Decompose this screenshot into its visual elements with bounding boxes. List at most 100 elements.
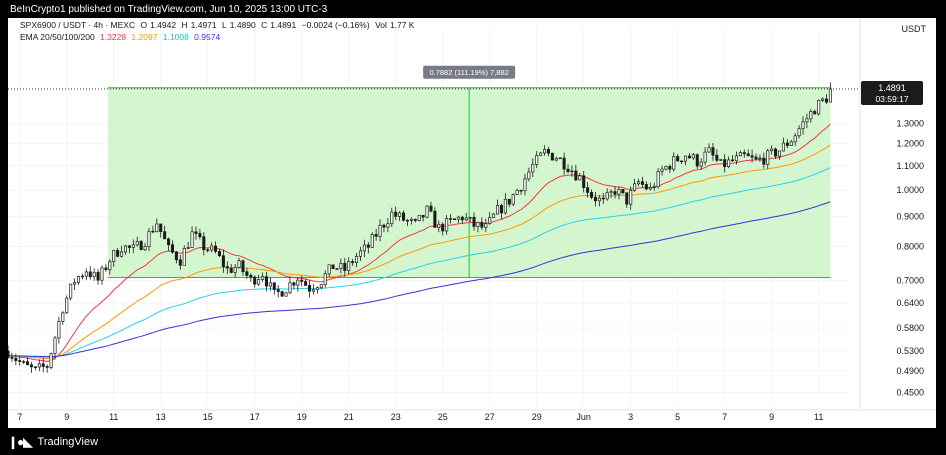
candle-up	[496, 205, 500, 215]
x-tick-label: 29	[532, 412, 542, 422]
x-tick-label: 9	[64, 412, 69, 422]
candle-up	[781, 142, 785, 152]
x-tick-label: Jun	[576, 412, 591, 422]
candle-up	[233, 267, 237, 273]
candle-down	[421, 214, 425, 218]
candle-down	[174, 251, 178, 261]
candle-down	[304, 281, 308, 286]
candle-down	[159, 223, 163, 232]
price-chart[interactable]: 1.3000 1.2000 1.1000 1.0000 0.9000 0.8000 0.70…	[8, 18, 936, 428]
candle-up	[261, 276, 265, 280]
y-tick-label: 0.5800	[896, 323, 924, 333]
y-tick-label: 0.6400	[896, 298, 924, 308]
candle-down	[566, 168, 570, 172]
candle-up	[703, 151, 707, 163]
candle-up	[828, 88, 832, 103]
candle-up	[633, 183, 637, 191]
ema20-line	[8, 123, 831, 362]
publisher-info: BeInCrypto1 published on TradingView.com…	[10, 4, 328, 15]
candle-down	[22, 361, 26, 363]
candle-up	[76, 276, 81, 283]
candle-down	[225, 266, 229, 269]
candle-up	[319, 284, 323, 289]
candle-down	[413, 218, 417, 221]
candle-up	[237, 260, 241, 268]
candle-up	[597, 197, 601, 202]
candle-up	[405, 219, 409, 222]
x-tick-label: 15	[203, 412, 213, 422]
open-label: O	[140, 20, 148, 30]
candle-down	[308, 285, 312, 292]
candle-up	[691, 154, 695, 159]
candle-up	[515, 189, 519, 195]
x-tick-label: 23	[391, 412, 401, 422]
candle-down	[96, 271, 100, 281]
candle-down	[441, 223, 445, 232]
candle-up	[652, 186, 656, 188]
candle-up	[288, 282, 292, 294]
candle-down	[402, 212, 406, 221]
ema20-value: 1.3228	[100, 32, 127, 42]
y-tick-label: 1.2000	[896, 139, 924, 149]
y-tick-label: 0.5300	[896, 346, 924, 356]
candle-down	[590, 192, 594, 198]
symbol-ohlc-legend: SPX6900 / USDT · 4h · MEXC O 1.4942 H 1.49…	[20, 20, 417, 30]
candle-down	[613, 191, 617, 195]
candle-up	[147, 230, 151, 248]
candle-down	[33, 366, 37, 368]
candle-up	[797, 128, 801, 137]
open-value: 1.4942	[150, 20, 177, 30]
candle-up	[143, 246, 147, 251]
y-tick-label: 1.3000	[896, 118, 924, 128]
candle-up	[80, 275, 84, 278]
candle-up	[683, 155, 688, 162]
candle-down	[676, 156, 680, 162]
ema-label[interactable]: EMA 20/50/100/200	[20, 32, 95, 42]
candle-up	[699, 161, 703, 167]
candle-down	[264, 276, 268, 287]
currency-label: USDT	[901, 24, 927, 34]
candle-up	[511, 194, 515, 205]
candle-up	[664, 166, 668, 170]
candle-down	[382, 224, 386, 228]
candle-up	[719, 159, 723, 161]
x-tick-label: 3	[628, 412, 633, 422]
candle-down	[41, 363, 45, 367]
candle-up	[190, 231, 194, 248]
candle-down	[695, 154, 699, 167]
candle-down	[276, 289, 280, 292]
candle-down	[331, 264, 335, 270]
candle-down	[452, 218, 456, 221]
candle-down	[10, 357, 14, 359]
footer-brand: ❙●◣ TradingView	[8, 432, 98, 452]
candle-down	[8, 350, 10, 358]
volume-label: Vol	[375, 20, 387, 30]
candle-down	[26, 361, 30, 366]
candle-down	[253, 276, 257, 285]
candle-down	[546, 149, 550, 154]
candle-down	[214, 245, 218, 252]
publish-bar: BeInCrypto1 published on TradingView.com…	[8, 2, 936, 18]
candle-down	[813, 111, 817, 115]
x-tick-label: 25	[438, 412, 448, 422]
chart-area[interactable]: 1.3000 1.2000 1.1000 1.0000 0.9000 0.8000 0.70…	[8, 18, 936, 428]
x-tick-label: 13	[156, 412, 166, 422]
candle-up	[636, 181, 641, 185]
candle-up	[57, 320, 61, 339]
candle-up	[484, 223, 488, 228]
candle-down	[280, 291, 284, 297]
candle-up	[629, 190, 633, 205]
candle-up	[284, 292, 288, 297]
candle-up	[65, 297, 69, 314]
candle-up	[398, 212, 402, 217]
candle-up	[777, 150, 782, 157]
candle-up	[554, 158, 558, 161]
candle-up	[135, 241, 139, 246]
candle-down	[14, 358, 18, 361]
candle-up	[355, 255, 359, 264]
symbol-name[interactable]: SPX6900 / USDT · 4h · MEXC	[20, 20, 136, 30]
candle-down	[550, 152, 554, 161]
candle-up	[503, 198, 507, 214]
candle-down	[202, 236, 206, 251]
candle-up	[707, 147, 711, 153]
